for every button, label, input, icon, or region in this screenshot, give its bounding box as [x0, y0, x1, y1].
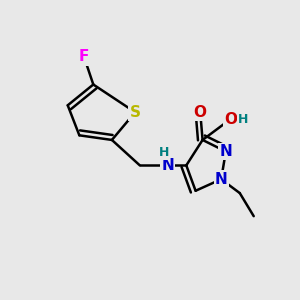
Text: N: N [161, 158, 174, 173]
Text: F: F [79, 49, 89, 64]
Text: H: H [159, 146, 169, 159]
Text: H: H [238, 113, 248, 126]
Text: N: N [220, 144, 232, 159]
Text: N: N [215, 172, 228, 187]
Text: O: O [224, 112, 237, 127]
Text: S: S [130, 105, 141, 120]
Text: O: O [194, 105, 207, 120]
